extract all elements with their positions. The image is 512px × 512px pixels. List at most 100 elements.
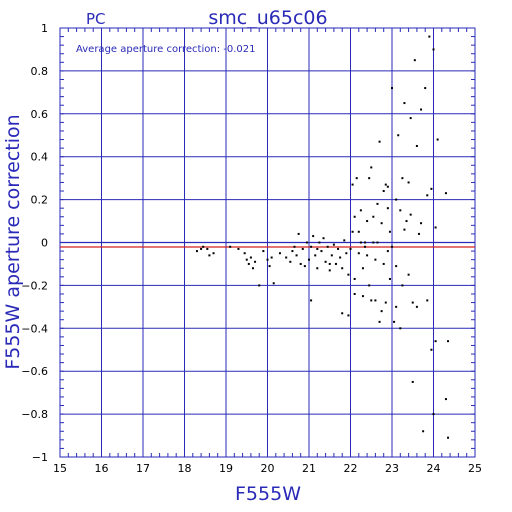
data-point [411, 380, 414, 383]
data-point [434, 340, 437, 343]
data-point [251, 267, 254, 270]
data-point [426, 194, 429, 197]
data-point [413, 59, 416, 62]
data-point [200, 247, 203, 250]
data-point [368, 177, 371, 180]
data-point [299, 262, 302, 265]
data-point [351, 230, 354, 233]
data-point [380, 222, 383, 225]
y-tick-label: −1 [32, 451, 48, 464]
data-point [347, 273, 350, 276]
data-point [355, 177, 358, 180]
data-point [291, 250, 294, 253]
data-point [384, 301, 387, 304]
data-point [386, 207, 389, 210]
x-tick-label: 23 [385, 462, 399, 475]
data-point [202, 245, 205, 248]
data-point [388, 277, 391, 280]
y-tick-label: 0.8 [31, 65, 49, 78]
y-tick-label: −0.6 [21, 365, 48, 378]
header-left-label: PC [86, 10, 106, 28]
data-point [444, 192, 447, 195]
data-point [258, 284, 261, 287]
x-tick-label: 24 [427, 462, 441, 475]
data-point [364, 245, 367, 248]
data-point [341, 267, 344, 270]
data-point [308, 258, 310, 261]
data-point [332, 243, 335, 246]
data-point [378, 320, 381, 323]
data-points [195, 35, 450, 439]
data-point [401, 177, 404, 180]
data-point [444, 398, 447, 401]
data-point [436, 138, 439, 141]
y-axis-label: F555W aperture correction [2, 114, 24, 369]
data-point [420, 108, 423, 111]
data-point [285, 256, 288, 259]
data-point [395, 305, 398, 308]
data-point [403, 228, 406, 231]
data-point [310, 245, 313, 248]
data-point [328, 262, 331, 265]
data-point [447, 340, 450, 343]
data-point [353, 277, 356, 280]
data-point [393, 320, 396, 323]
data-point [378, 140, 381, 143]
data-point [399, 209, 402, 212]
data-point [368, 284, 371, 287]
data-point [322, 237, 325, 240]
data-point [343, 239, 346, 242]
y-tick-label: 0.2 [31, 194, 49, 207]
data-point [391, 87, 393, 90]
data-point [426, 299, 429, 302]
data-point [372, 241, 375, 244]
data-point [289, 260, 292, 263]
y-tick-label: 0.4 [31, 151, 49, 164]
data-point [314, 254, 317, 257]
data-point [237, 247, 240, 250]
x-tick-label: 18 [178, 462, 192, 475]
y-tick-label: 1 [41, 22, 48, 35]
data-point [303, 265, 306, 268]
data-point [409, 213, 412, 216]
data-point [366, 220, 369, 223]
data-point [195, 250, 198, 253]
x-tick-label: 16 [95, 462, 109, 475]
data-point [376, 202, 379, 205]
x-tick-label: 21 [302, 462, 316, 475]
data-point [324, 260, 327, 263]
data-point [297, 232, 300, 235]
y-tick-labels: −1 −0.8 −0.6 −0.4 −0.2 0 0.2 0.4 0.6 0.8 1 [21, 22, 48, 464]
average-annotation: Average aperture correction: -0.021 [76, 44, 256, 55]
data-point [395, 265, 398, 268]
x-axis-label: F555W [235, 483, 301, 505]
data-point [395, 198, 398, 201]
x-tick-label: 19 [219, 462, 233, 475]
data-point [432, 413, 435, 416]
data-point [366, 254, 369, 257]
data-point [318, 241, 321, 244]
data-point [372, 215, 375, 218]
data-point [349, 247, 352, 250]
data-point [212, 252, 215, 255]
data-point [370, 166, 373, 169]
data-point [420, 222, 423, 225]
data-point [380, 310, 383, 313]
data-point [397, 134, 400, 137]
data-point [370, 299, 373, 302]
data-point [266, 258, 269, 261]
data-point [316, 267, 319, 270]
data-point [415, 305, 418, 308]
x-tick-labels: 15 16 17 18 19 20 21 22 23 24 25 [53, 462, 482, 475]
data-point [411, 301, 414, 304]
data-point [386, 185, 389, 188]
data-point [247, 262, 250, 265]
data-point [347, 314, 350, 317]
data-point [330, 254, 333, 257]
y-tick-label: −0.2 [21, 279, 48, 292]
data-point [229, 245, 232, 248]
data-point [351, 183, 354, 186]
data-point [206, 247, 209, 250]
data-point [376, 241, 379, 244]
